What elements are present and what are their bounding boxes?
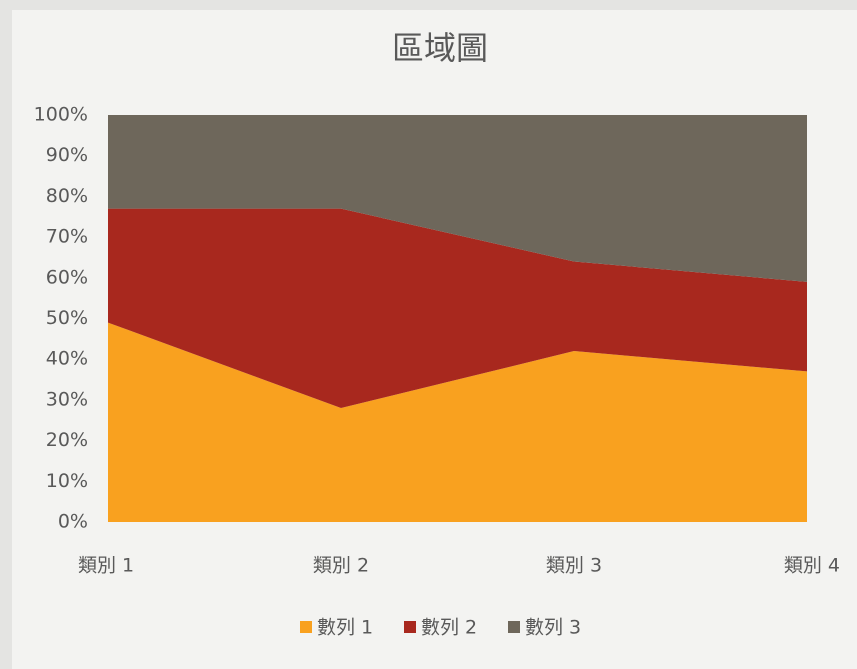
legend-label: 數列 1 — [317, 617, 373, 639]
y-tick-label: 80% — [46, 185, 88, 207]
legend-label: 數列 2 — [421, 617, 477, 639]
chart-title: 區域圖 — [392, 29, 488, 67]
legend-label: 數列 3 — [525, 617, 581, 639]
y-tick-label: 100% — [34, 104, 88, 126]
y-tick-label: 60% — [46, 266, 88, 288]
area — [108, 115, 807, 282]
y-tick-label: 70% — [46, 226, 88, 248]
y-tick-label: 90% — [46, 144, 88, 166]
x-tick-label: 類別 2 — [313, 555, 369, 577]
x-tick-label: 類別 3 — [546, 555, 602, 577]
legend-swatch — [300, 621, 312, 633]
area — [108, 322, 807, 522]
y-tick-label: 50% — [46, 307, 88, 329]
y-tick-label: 40% — [46, 348, 88, 370]
y-tick-label: 10% — [46, 470, 88, 492]
y-tick-label: 20% — [46, 429, 88, 451]
y-tick-label: 0% — [58, 511, 88, 533]
x-tick-label: 類別 1 — [78, 555, 134, 577]
legend-swatch — [508, 621, 520, 633]
area — [108, 208, 807, 409]
y-tick-label: 30% — [46, 388, 88, 410]
x-tick-label: 類別 4 — [784, 555, 840, 577]
legend-swatch — [404, 621, 416, 633]
